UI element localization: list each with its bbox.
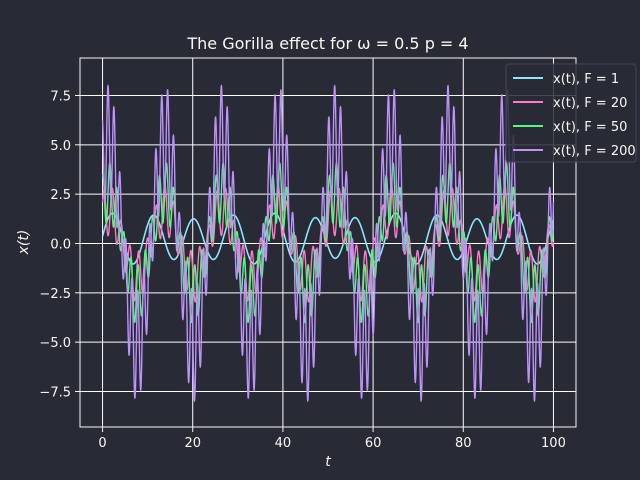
series-line-3 <box>101 84 555 403</box>
x-tick-label: 40 <box>275 436 292 451</box>
legend: x(t), F = 1 x(t), F = 20 x(t), F = 50 x(… <box>505 63 637 163</box>
chart-title: The Gorilla effect for ω = 0.5 p = 4 <box>186 34 468 53</box>
plot-frame <box>79 57 577 428</box>
series-line-1 <box>101 183 555 303</box>
x-tick-label: 20 <box>184 436 201 451</box>
legend-label-f1: x(t), F = 1 <box>553 72 619 87</box>
y-tick-label: −5.0 <box>39 336 71 351</box>
y-tick-label: 0.0 <box>50 237 71 252</box>
x-tick-label: 0 <box>98 436 106 451</box>
x-axis-ticks: 0 20 40 60 80 100 <box>98 427 566 451</box>
legend-label-f50: x(t), F = 50 <box>553 120 627 135</box>
x-tick-label: 100 <box>541 436 566 451</box>
legend-label-f200: x(t), F = 200 <box>553 144 636 159</box>
series-line-0 <box>101 212 555 265</box>
y-tick-label: −7.5 <box>39 385 71 400</box>
y-tick-label: 2.5 <box>50 188 71 203</box>
x-tick-label: 60 <box>365 436 382 451</box>
x-tick-label: 80 <box>455 436 472 451</box>
series-layer <box>101 84 555 403</box>
y-tick-label: 5.0 <box>50 139 71 154</box>
legend-label-f20: x(t), F = 20 <box>553 96 627 111</box>
x-axis-label: t <box>325 454 331 470</box>
y-tick-label: 7.5 <box>50 89 71 104</box>
y-axis-ticks: −7.5 −5.0 −2.5 0.0 2.5 5.0 7.5 <box>39 89 80 400</box>
y-tick-label: −2.5 <box>39 287 71 302</box>
legend-box <box>505 63 637 163</box>
series-line-2 <box>101 162 555 324</box>
y-axis-label: x(t) <box>16 230 32 256</box>
